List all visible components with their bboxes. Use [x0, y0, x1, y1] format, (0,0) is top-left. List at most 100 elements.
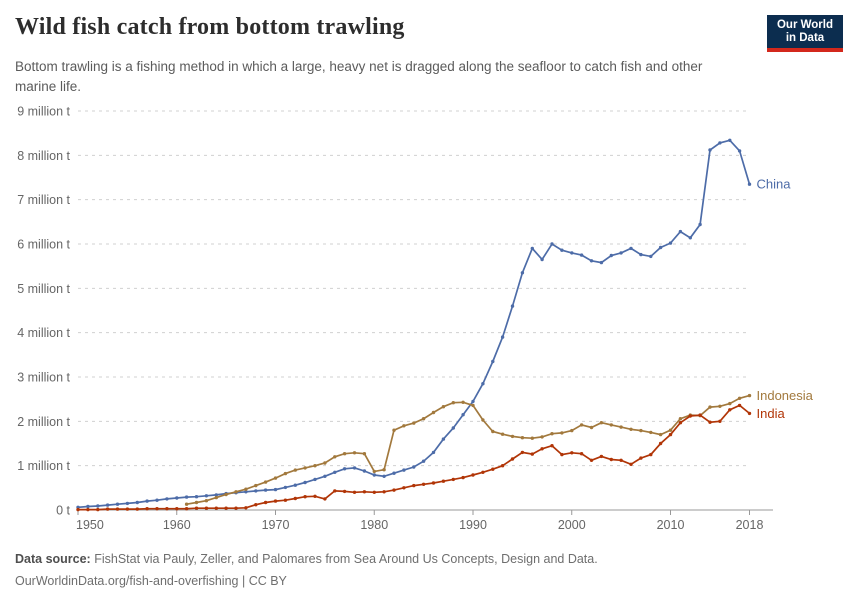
data-point [333, 455, 337, 459]
y-tick-label: 7 million t [17, 193, 70, 207]
data-point [283, 471, 288, 476]
data-point [688, 236, 692, 240]
data-point [550, 242, 554, 246]
data-point [461, 475, 465, 480]
data-point [639, 428, 643, 433]
data-point [500, 432, 505, 436]
series-indonesia[interactable]: Indonesia [184, 388, 814, 506]
data-point [747, 393, 752, 398]
data-point [451, 477, 455, 482]
x-tick-label: 1970 [262, 518, 290, 532]
data-point [599, 421, 604, 425]
data-point [510, 304, 515, 308]
data-point [382, 474, 386, 478]
series-china[interactable]: China [76, 138, 792, 509]
data-point [263, 500, 268, 505]
data-point [510, 434, 515, 439]
owid-link[interactable]: OurWorldinData.org/fish-and-overfishing [15, 574, 239, 588]
y-tick-label: 9 million t [17, 105, 70, 119]
data-point [293, 496, 297, 501]
data-point [421, 482, 426, 486]
data-point [728, 408, 732, 412]
data-point [550, 432, 554, 436]
y-tick-label: 0 t [56, 504, 70, 518]
data-point [382, 490, 386, 494]
data-point [421, 417, 426, 421]
data-point [402, 486, 406, 490]
data-point [737, 403, 742, 408]
data-point [481, 418, 485, 422]
series-india[interactable]: India [76, 403, 786, 512]
data-point [175, 496, 179, 500]
data-point [481, 382, 485, 386]
data-point [520, 436, 525, 440]
data-point [165, 507, 169, 511]
data-source-text: FishStat via Pauly, Zeller, and Palomare… [90, 552, 598, 566]
data-point [668, 432, 673, 437]
data-point [303, 480, 307, 485]
data-point [728, 401, 732, 406]
data-point [165, 497, 169, 501]
data-point [402, 468, 406, 472]
data-point [708, 420, 712, 424]
data-point [678, 229, 683, 234]
owid-logo-text-line1: Our World [776, 18, 833, 31]
data-point [550, 444, 554, 448]
data-point [76, 507, 80, 512]
y-tick-label: 1 million t [17, 459, 70, 473]
data-point [737, 396, 742, 400]
data-point [352, 451, 357, 455]
data-point [491, 467, 495, 471]
data-point [579, 423, 584, 427]
data-point [747, 182, 752, 186]
data-point [115, 507, 120, 511]
owid-logo[interactable]: Our World in Data [767, 15, 843, 52]
data-point [224, 492, 228, 497]
data-point [599, 454, 604, 459]
data-point [688, 414, 692, 418]
series-label-china[interactable]: China [757, 177, 792, 192]
x-tick-label: 2018 [736, 518, 764, 532]
data-point [718, 404, 722, 408]
data-point [204, 506, 209, 510]
data-point [194, 500, 199, 505]
footer-separator: | [238, 574, 249, 588]
series-label-india[interactable]: India [757, 406, 786, 421]
data-point [718, 419, 722, 423]
series-label-indonesia[interactable]: Indonesia [757, 388, 814, 403]
data-point [649, 430, 653, 435]
x-tick-label: 1960 [163, 518, 191, 532]
data-point [392, 428, 396, 432]
data-point [629, 462, 633, 466]
data-point [342, 467, 347, 471]
data-source-label: Data source: [15, 552, 91, 566]
y-tick-label: 4 million t [17, 326, 70, 340]
data-point [372, 490, 376, 494]
data-point [273, 476, 278, 480]
data-point [658, 245, 663, 250]
data-point [362, 490, 367, 494]
data-point [283, 485, 288, 490]
data-point [609, 253, 613, 258]
data-point [125, 501, 130, 506]
data-point [570, 251, 574, 255]
data-point [649, 254, 653, 259]
y-tick-label: 2 million t [17, 415, 70, 429]
data-point [708, 405, 712, 409]
data-point [194, 495, 199, 499]
data-point [234, 506, 238, 510]
data-point [392, 488, 396, 492]
data-point [540, 447, 544, 451]
data-point [599, 260, 604, 265]
x-tick-label: 1950 [76, 518, 104, 532]
data-point [540, 257, 544, 262]
data-point [342, 452, 347, 456]
data-point [451, 426, 455, 430]
data-point [184, 495, 189, 499]
data-point [540, 435, 544, 439]
data-point [530, 452, 534, 456]
data-point [402, 424, 406, 428]
data-point [283, 498, 288, 502]
data-point [323, 461, 327, 465]
data-point [500, 464, 505, 468]
